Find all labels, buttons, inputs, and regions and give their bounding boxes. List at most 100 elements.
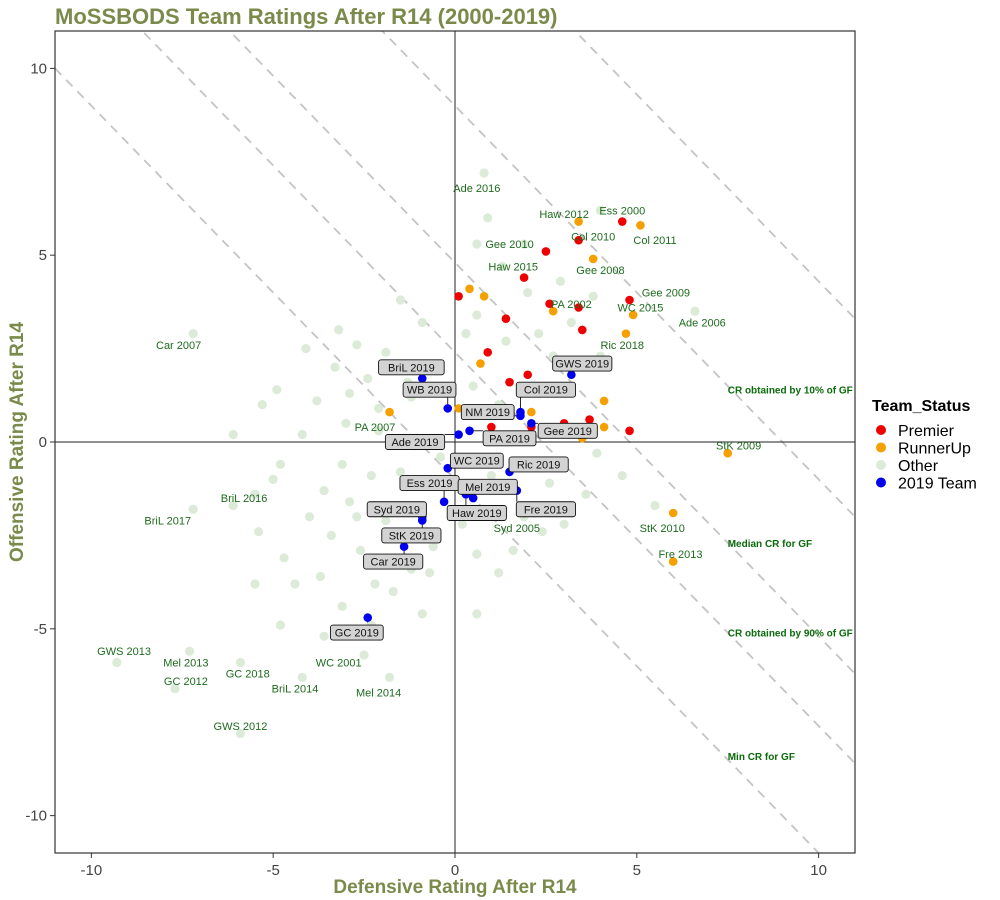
label-bril-2014: BriL 2014 [272, 684, 319, 696]
label-stk-2009: StK 2009 [716, 441, 761, 453]
point-runnerup-8 [385, 407, 394, 417]
y-tick-label-5: 5 [39, 247, 47, 264]
point-premier-12 [505, 377, 514, 387]
label-box-mel-2019 [457, 478, 518, 495]
label-bril-2019: BriL 2019 [388, 362, 435, 374]
legend-label-other: Other [898, 458, 939, 475]
point-other-69 [497, 261, 507, 271]
legend-swatch-2019-team [876, 477, 886, 488]
point-premier-13 [487, 422, 496, 432]
point-other-19 [363, 373, 373, 384]
point-other-62 [468, 381, 478, 391]
point-other-20 [272, 385, 282, 395]
point-other-43 [370, 579, 380, 589]
label-gee-2009: Gee 2009 [642, 288, 690, 300]
point-2019-team-0 [567, 370, 576, 380]
label-col-2011: Col 2011 [633, 235, 676, 247]
point-other-94 [483, 213, 493, 223]
point-2019-team-4 [516, 411, 525, 421]
point-2019-team-6 [465, 426, 474, 436]
y-tick-label--10: -10 [25, 808, 47, 825]
label-pa-2002: PA 2002 [551, 299, 592, 311]
point-other-40 [279, 553, 289, 563]
point-other-16 [352, 340, 362, 350]
point-other-45 [337, 601, 347, 612]
point-other-13 [235, 728, 246, 739]
chart-title: MoSSBODS Team Ratings After R14 (2000-20… [55, 4, 558, 29]
point-other-84 [268, 474, 278, 484]
point-other-92 [544, 478, 555, 488]
point-other-87 [334, 325, 344, 335]
point-other-46 [275, 620, 286, 630]
point-runnerup-0 [574, 217, 583, 226]
point-other-89 [417, 609, 427, 619]
point-2019-team-12 [468, 493, 478, 503]
point-other-2 [690, 306, 700, 316]
label-box-stk-2019 [381, 527, 442, 544]
point-other-50 [472, 549, 482, 559]
point-other-36 [381, 515, 391, 526]
legend-swatch-runnerup [876, 442, 886, 453]
label-car-2019: Car 2019 [371, 557, 416, 569]
label-box-gee-2019 [537, 422, 598, 439]
point-other-22 [312, 396, 322, 406]
reference-label-3: Min CR for GF [728, 752, 795, 763]
label-box-wb-2019 [402, 381, 457, 398]
point-runnerup-4 [621, 329, 631, 338]
point-2019-team-5 [527, 419, 536, 428]
point-runnerup-2 [588, 254, 598, 264]
label-mel-2019: Mel 2019 [465, 482, 510, 494]
point-other-48 [388, 586, 398, 597]
point-other-49 [424, 568, 435, 578]
point-other-35 [304, 512, 315, 522]
label-box-ade-2019 [384, 434, 446, 450]
point-other-64 [461, 329, 471, 339]
label-ess-2019: Ess 2019 [407, 478, 453, 490]
point-runnerup-6 [668, 508, 678, 518]
label-pa-2019: PA 2019 [489, 433, 530, 445]
point-other-29 [337, 459, 347, 470]
point-other-11 [297, 672, 307, 682]
label-ric-2019: Ric 2019 [517, 459, 560, 471]
point-2019-team-16 [399, 542, 409, 551]
team-2019-labels: GWS 2019 BriL 2019 WB 2019 Col 2019 NM 2019 G… [329, 355, 613, 641]
label-syd-2005: Syd 2005 [494, 523, 540, 535]
point-premier-14 [585, 415, 594, 424]
point-premier-11 [523, 370, 533, 380]
point-other-80 [395, 467, 406, 477]
point-other-33 [250, 489, 260, 499]
x-tick-label-5: 5 [633, 862, 641, 879]
point-2019-team-17 [363, 613, 373, 622]
label-gc-2012: GC 2012 [164, 676, 208, 688]
point-2019-team-2 [443, 404, 453, 413]
point-other-52 [508, 545, 518, 555]
label-fre-2019: Fre 2019 [524, 504, 568, 516]
point-other-59 [486, 471, 496, 481]
label-box-syd-2019 [366, 501, 427, 518]
x-tick-label-10: 10 [810, 862, 827, 879]
point-other-0 [479, 168, 489, 178]
point-other-30 [275, 459, 286, 470]
label-mel-2014: Mel 2014 [356, 687, 401, 699]
label-ess-2000: Ess 2000 [599, 205, 645, 217]
point-2019-team-11 [439, 497, 449, 507]
point-other-32 [319, 485, 329, 496]
point-other-65 [472, 310, 482, 320]
point-other-93 [592, 448, 602, 458]
label-ade-2019: Ade 2019 [391, 437, 438, 449]
label-stk-2019: StK 2019 [389, 530, 434, 542]
point-other-70 [519, 239, 529, 249]
point-other-56 [650, 500, 660, 511]
point-premier-4 [545, 299, 554, 309]
point-runnerup-15 [527, 407, 536, 417]
label-wc-2019: WC 2019 [454, 456, 500, 468]
point-runnerup-1 [636, 220, 645, 230]
point-other-8 [235, 657, 246, 668]
point-other-1 [188, 329, 198, 339]
point-other-37 [326, 530, 336, 541]
point-premier-5 [625, 295, 634, 305]
label-wc-2015: WC 2015 [618, 302, 664, 314]
point-other-15 [417, 317, 427, 328]
point-other-18 [330, 362, 340, 372]
point-other-12 [384, 672, 395, 682]
